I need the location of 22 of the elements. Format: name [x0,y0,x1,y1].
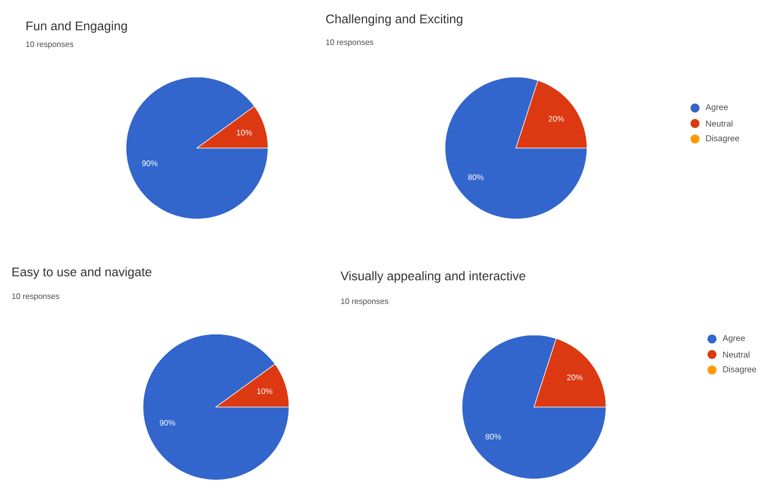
data-label: 10% [257,388,272,394]
data-label: 20% [548,116,564,122]
legend-label: Disagree [723,366,756,374]
legend-label: Neutral [723,351,750,358]
data-label: 90% [142,160,158,166]
data-label: 10% [236,130,252,136]
legend-label: Disagree [706,135,740,143]
text: 10 responses [326,39,374,47]
chart-title: Fun and Engaging [26,21,127,33]
data-label: 80% [468,174,484,180]
data-label: 20% [567,374,582,380]
text: 10 responses [12,293,60,301]
chart-title: Easy to use and navigate [12,267,152,279]
chart-title: Challenging and Exciting [326,14,462,26]
text: 10 responses [26,41,74,49]
legend-label: Agree [706,104,728,112]
legend-label: Agree [722,335,745,343]
legend-label: Neutral [706,120,732,127]
data-label: 80% [486,434,501,440]
text: 10 responses [341,298,388,306]
chart-title: Visually appealing and interactive [340,271,526,283]
data-label: 90% [160,420,176,426]
